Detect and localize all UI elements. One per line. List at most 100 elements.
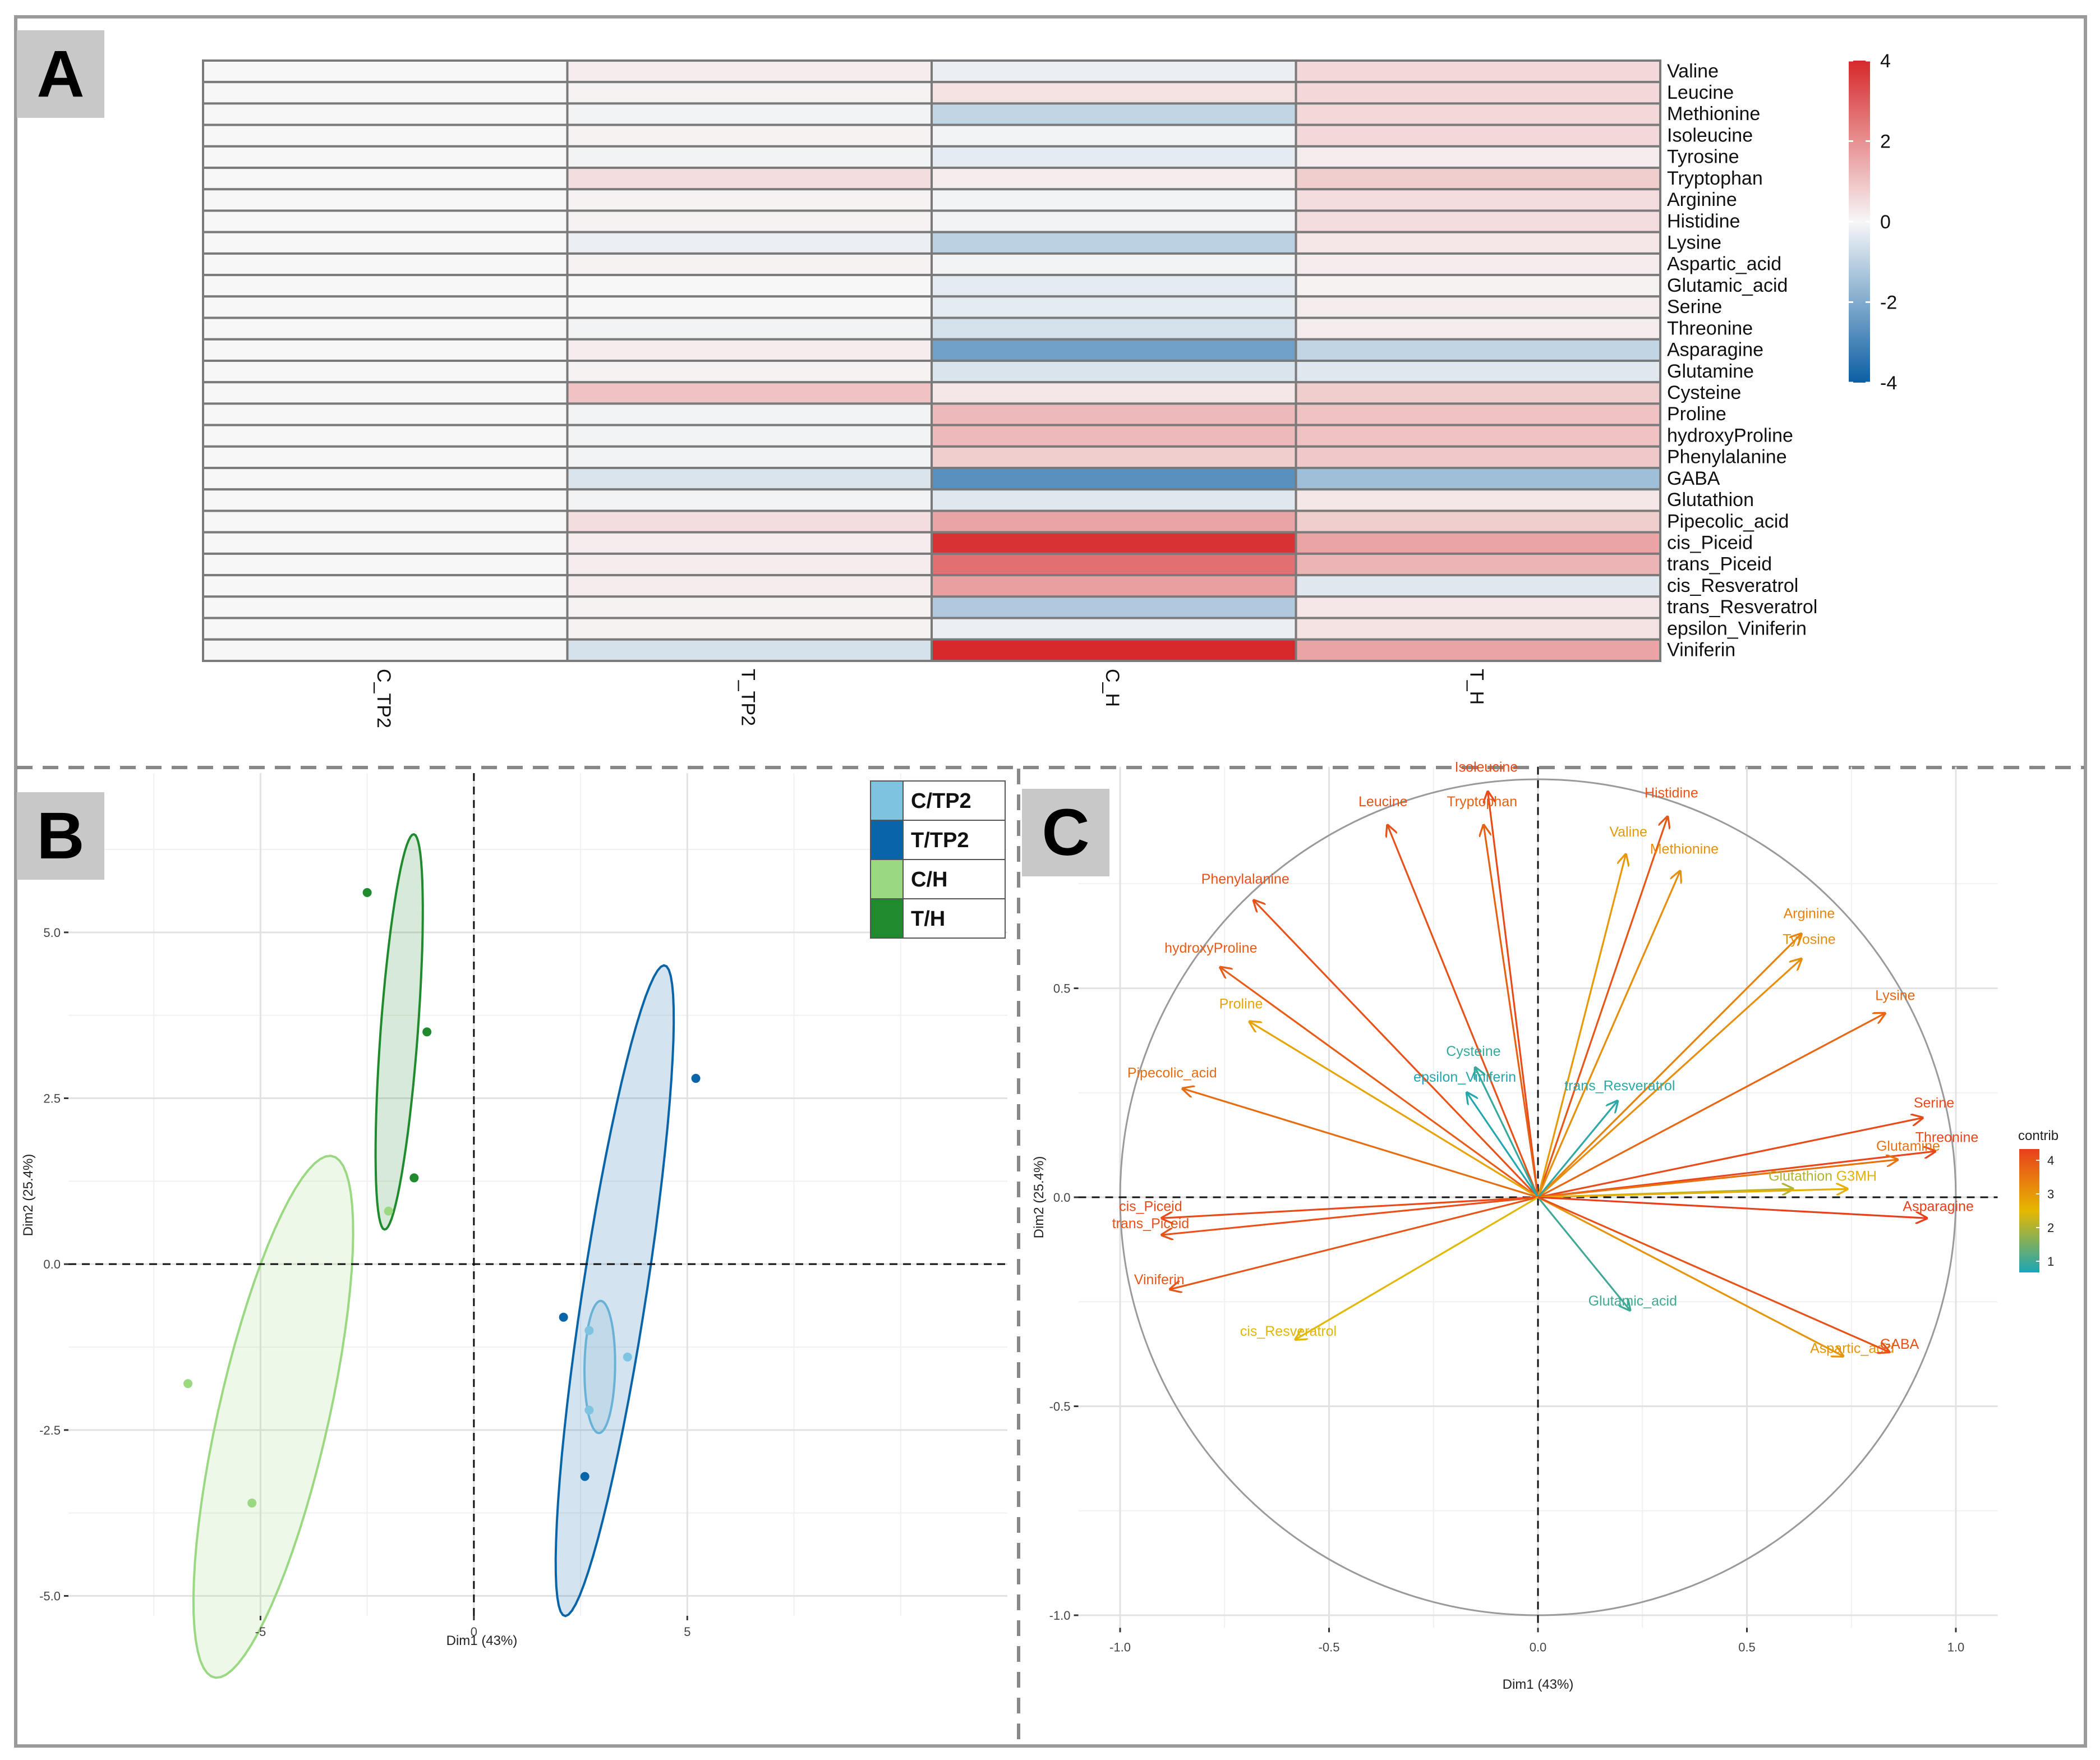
heatmap-cell bbox=[566, 531, 933, 555]
heatmap-cell bbox=[202, 638, 569, 663]
heatmap-cell bbox=[931, 209, 1297, 233]
heatmap-row-label: Proline bbox=[1667, 403, 1726, 425]
variable-label: Viniferin bbox=[1134, 1272, 1185, 1288]
y-tick-label: -0.5 bbox=[1049, 1400, 1071, 1414]
heatmap-cell bbox=[1295, 316, 1661, 341]
x-tick-label: 0 bbox=[471, 1625, 477, 1639]
data-point bbox=[584, 1405, 594, 1415]
variable-arrow bbox=[1254, 900, 1539, 1198]
heatmap-cell bbox=[566, 574, 933, 598]
variable-label: Glutamic_acid bbox=[1588, 1293, 1677, 1309]
legend-label: T/H bbox=[911, 907, 945, 931]
y-axis-label: Dim2 (25.4%) bbox=[1031, 1156, 1047, 1239]
heatmap-column-label: C_TP2 bbox=[373, 669, 394, 728]
heatmap-cell bbox=[1295, 467, 1661, 491]
heatmap-cell bbox=[931, 595, 1297, 619]
heatmap-cell bbox=[931, 531, 1297, 555]
heatmap-cell bbox=[202, 467, 569, 491]
heatmap-column-label: C_H bbox=[1102, 669, 1123, 707]
y-tick-label: 0.5 bbox=[1053, 982, 1071, 996]
variable-label: epsilon_Viniferin bbox=[1413, 1069, 1516, 1085]
x-axis-label: Dim1 (43%) bbox=[1503, 1677, 1574, 1692]
heatmap-cell bbox=[1295, 274, 1661, 298]
variable-label: Lysine bbox=[1875, 987, 1915, 1003]
heatmap-cell bbox=[931, 360, 1297, 384]
variable-arrow bbox=[1537, 1196, 1927, 1218]
heatmap-row-label: Serine bbox=[1667, 296, 1722, 318]
heatmap-cell bbox=[202, 123, 569, 148]
heatmap-row-label: Glutamic_acid bbox=[1667, 275, 1788, 296]
heatmap-cell bbox=[202, 617, 569, 641]
variable-arrow bbox=[1250, 1022, 1539, 1198]
heatmap-row-label: trans_Resveratrol bbox=[1667, 596, 1817, 618]
heatmap-row-label: Histidine bbox=[1667, 210, 1740, 232]
heatmap-cell bbox=[931, 617, 1297, 641]
heatmap-row-label: Asparagine bbox=[1667, 339, 1763, 361]
variable-label: Glutathion bbox=[1769, 1169, 1832, 1184]
heatmap-row-label: epsilon_Viniferin bbox=[1667, 618, 1807, 639]
variable-arrow bbox=[1162, 1196, 1539, 1218]
heatmap-cell bbox=[931, 574, 1297, 598]
confidence-ellipse bbox=[583, 1299, 616, 1435]
variable-label: Threonine bbox=[1915, 1130, 1979, 1146]
data-point bbox=[559, 1312, 568, 1322]
heatmap-panel-a: ValineLeucineMethionineIsoleucineTyrosin… bbox=[202, 59, 1817, 728]
heatmap-cell bbox=[566, 167, 933, 191]
heatmap-row-label: cis_Resveratrol bbox=[1667, 575, 1798, 596]
heatmap-row-label: Arginine bbox=[1667, 189, 1737, 210]
heatmap-row-label: Leucine bbox=[1667, 82, 1734, 103]
contrib-colorbar bbox=[2019, 1149, 2039, 1272]
heatmap-cell bbox=[1295, 123, 1661, 148]
data-point bbox=[409, 1173, 419, 1183]
heatmap-cell bbox=[931, 274, 1297, 298]
heatmap-cell bbox=[1295, 209, 1661, 233]
y-tick-label: -1.0 bbox=[1049, 1609, 1071, 1623]
heatmap-cell bbox=[566, 467, 933, 491]
heatmap-cell bbox=[202, 595, 569, 619]
heatmap-cell bbox=[202, 231, 569, 255]
variable-label: Isoleucine bbox=[1455, 760, 1518, 775]
heatmap-row-label: Tryptophan bbox=[1667, 168, 1763, 189]
variable-label: GABA bbox=[1880, 1336, 1919, 1352]
variable-arrow bbox=[1537, 854, 1625, 1198]
y-tick-label: 0.0 bbox=[1053, 1191, 1071, 1205]
variable-label: hydroxyProline bbox=[1164, 940, 1257, 956]
variable-label: Valine bbox=[1609, 824, 1647, 840]
legend-label: T/TP2 bbox=[911, 829, 969, 852]
variable-label: Glutamine bbox=[1876, 1138, 1940, 1154]
heatmap-cell bbox=[1295, 188, 1661, 212]
variable-label: trans_Piceid bbox=[1112, 1216, 1190, 1231]
heatmap-cell bbox=[566, 231, 933, 255]
data-point bbox=[362, 888, 372, 897]
contrib-legend-title: contrib bbox=[2018, 1128, 2058, 1143]
variable-label: Proline bbox=[1219, 996, 1263, 1012]
heatmap-cell bbox=[202, 402, 569, 426]
heatmap-cell bbox=[931, 316, 1297, 341]
heatmap-row-label: Threonine bbox=[1667, 318, 1753, 339]
variable-label: Asparagine bbox=[1903, 1198, 1973, 1214]
heatmap-row-label: hydroxyProline bbox=[1667, 425, 1793, 446]
confidence-ellipse bbox=[192, 1155, 354, 1679]
variable-label: Tryptophan bbox=[1447, 794, 1517, 810]
heatmap-cell bbox=[566, 252, 933, 277]
heatmap-column-label: T_TP2 bbox=[737, 669, 758, 726]
colorbar-tick-label: 0 bbox=[1880, 212, 1891, 233]
heatmap-cell bbox=[566, 123, 933, 148]
heatmap-cell bbox=[1295, 338, 1661, 362]
heatmap-cell bbox=[566, 360, 933, 384]
heatmap-cell bbox=[1295, 402, 1661, 426]
heatmap-cell bbox=[931, 638, 1297, 663]
legend-label: C/H bbox=[911, 868, 947, 892]
heatmap-row-label: Methionine bbox=[1667, 103, 1760, 125]
heatmap-cell bbox=[566, 59, 933, 84]
variable-arrow bbox=[1537, 934, 1801, 1198]
y-tick-label: 5.0 bbox=[43, 926, 61, 940]
heatmap-cell bbox=[202, 488, 569, 512]
heatmap-cell bbox=[566, 488, 933, 512]
colorbar-tick-label: 2 bbox=[1880, 131, 1891, 153]
pca-variable-plot-panel-c: Isoleucine Tryptophan Leucine Histidine Vali… bbox=[1031, 760, 2058, 1692]
x-tick-label: 0.0 bbox=[1530, 1640, 1547, 1654]
variable-arrow bbox=[1296, 1196, 1539, 1339]
heatmap-cell bbox=[202, 360, 569, 384]
heatmap-row-label: Glutamine bbox=[1667, 361, 1754, 382]
